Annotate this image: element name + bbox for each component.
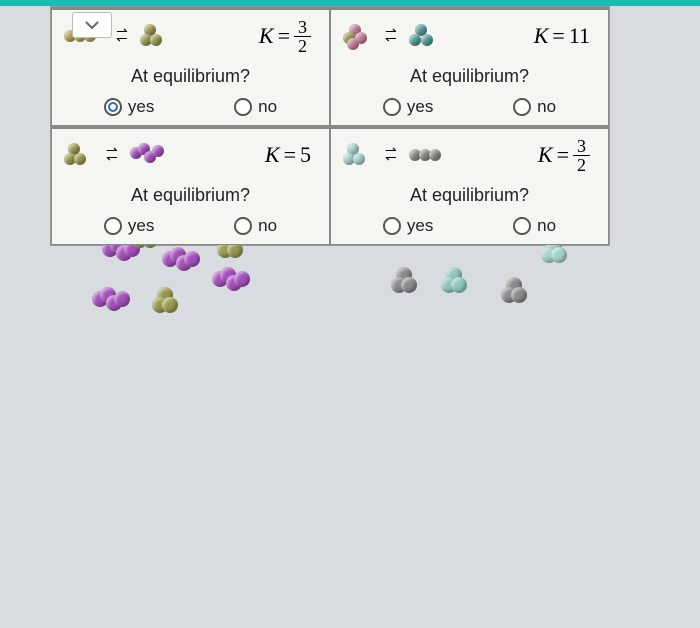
reactant-molecule (343, 24, 373, 48)
dropdown-toggle[interactable] (72, 12, 112, 38)
option-label: yes (407, 97, 433, 117)
k-value-4: K= 32 (538, 137, 590, 174)
reactant-molecule (343, 143, 373, 167)
question-cell-4: ⇀↽ K= 32 At equilibrium? yes (330, 128, 609, 245)
option-yes-4[interactable]: yes (383, 216, 433, 236)
k-symbol: K (538, 142, 553, 168)
k-value-1: K= 32 (259, 18, 311, 55)
option-label: no (537, 216, 556, 236)
option-no-2[interactable]: no (513, 97, 556, 117)
option-label: yes (128, 216, 154, 236)
option-label: no (258, 216, 277, 236)
k-symbol: K (259, 23, 274, 49)
k-value-3: K=5 (265, 142, 311, 168)
option-no-1[interactable]: no (234, 97, 277, 117)
reactant-molecule (64, 143, 94, 167)
radio-icon (513, 98, 531, 116)
question-text-1: At equilibrium? (52, 66, 329, 87)
k-numerator: 3 (573, 137, 590, 156)
product-molecule (140, 24, 170, 48)
option-yes-1[interactable]: yes (104, 97, 154, 117)
product-molecule (409, 143, 449, 167)
k-value-2: K=11 (534, 23, 590, 49)
product-molecule (409, 24, 439, 48)
option-no-4[interactable]: no (513, 216, 556, 236)
equilibrium-arrows-icon: ⇀↽ (116, 29, 128, 43)
equation-4: ⇀↽ K= 32 (331, 129, 608, 181)
k-symbol: K (534, 23, 549, 49)
option-yes-3[interactable]: yes (104, 216, 154, 236)
question-text-3: At equilibrium? (52, 185, 329, 206)
radio-icon (234, 98, 252, 116)
equilibrium-arrows-icon: ⇀↽ (106, 148, 118, 162)
worksheet-page: ⇀↽ K= 32 At equilibrium? yes (50, 6, 610, 246)
k-symbol: K (265, 142, 280, 168)
question-cell-3: ⇀↽ K=5 At equilibrium? yes (51, 128, 330, 245)
radio-icon (104, 98, 122, 116)
question-cell-2: ⇀↽ K=11 At equilibrium? yes (330, 9, 609, 126)
radio-icon (513, 217, 531, 235)
radio-icon (104, 217, 122, 235)
equilibrium-arrows-icon: ⇀↽ (385, 148, 397, 162)
chevron-down-icon (85, 20, 99, 30)
equilibrium-arrows-icon: ⇀↽ (385, 29, 397, 43)
option-label: yes (407, 216, 433, 236)
k-whole: 11 (569, 23, 590, 49)
radio-icon (383, 217, 401, 235)
option-yes-2[interactable]: yes (383, 97, 433, 117)
option-no-3[interactable]: no (234, 216, 277, 236)
option-label: yes (128, 97, 154, 117)
radio-icon (383, 98, 401, 116)
k-denominator: 2 (573, 156, 590, 174)
option-label: no (258, 97, 277, 117)
equation-2: ⇀↽ K=11 (331, 10, 608, 62)
question-text-4: At equilibrium? (331, 185, 608, 206)
k-whole: 5 (300, 142, 311, 168)
k-denominator: 2 (294, 37, 311, 55)
radio-icon (234, 217, 252, 235)
option-label: no (537, 97, 556, 117)
question-text-2: At equilibrium? (331, 66, 608, 87)
product-molecule (130, 143, 166, 167)
equation-3: ⇀↽ K=5 (52, 129, 329, 181)
k-numerator: 3 (294, 18, 311, 37)
